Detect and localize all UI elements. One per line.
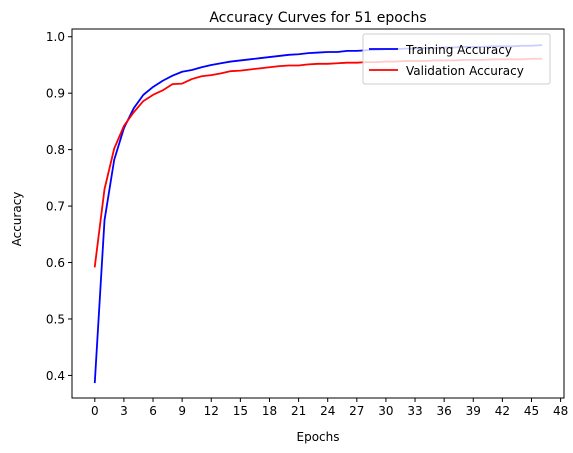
x-tick-label: 21	[291, 404, 306, 418]
x-tick-label: 12	[204, 404, 219, 418]
x-tick-label: 30	[378, 404, 393, 418]
y-axis-ticks: 0.4 0.5 0.6 0.7 0.8 0.9 1.0	[46, 30, 72, 383]
x-tick-label: 9	[178, 404, 186, 418]
x-tick-label: 45	[524, 404, 539, 418]
plot-background	[72, 29, 564, 398]
x-tick-label: 33	[407, 404, 422, 418]
x-tick-label: 15	[233, 404, 248, 418]
x-tick-label: 24	[320, 404, 335, 418]
x-tick-label: 6	[149, 404, 157, 418]
y-tick-label: 0.7	[46, 200, 65, 214]
y-tick-label: 0.5	[46, 312, 65, 326]
y-tick-label: 0.4	[46, 369, 65, 383]
y-axis-label: Accuracy	[10, 192, 24, 247]
y-tick-label: 1.0	[46, 30, 65, 44]
x-tick-label: 27	[349, 404, 364, 418]
chart-title: Accuracy Curves for 51 epochs	[209, 10, 426, 26]
legend-label-training-accuracy: Training Accuracy	[405, 43, 512, 57]
y-tick-label: 0.9	[46, 87, 65, 101]
legend-label-validation-accuracy: Validation Accuracy	[406, 64, 524, 78]
plot-frame	[71, 28, 565, 399]
x-tick-label: 36	[437, 404, 452, 418]
x-tick-label: 48	[553, 404, 568, 418]
y-tick-label: 0.6	[46, 256, 65, 270]
y-tick-label: 0.8	[46, 143, 65, 157]
x-tick-label: 39	[466, 404, 481, 418]
x-tick-label: 3	[120, 404, 128, 418]
legend-box	[362, 33, 551, 85]
x-axis-ticks: 0 3 6 9 12 15 18 21 24 27 30 33 36 39 42 45 48	[91, 398, 568, 418]
x-tick-label: 0	[91, 404, 99, 418]
x-tick-label: 18	[262, 404, 277, 418]
x-tick-label: 42	[495, 404, 510, 418]
legend: Training Accuracy Validation Accuracy	[362, 33, 551, 85]
plot-area	[71, 28, 565, 399]
x-axis-label: Epochs	[297, 430, 340, 444]
